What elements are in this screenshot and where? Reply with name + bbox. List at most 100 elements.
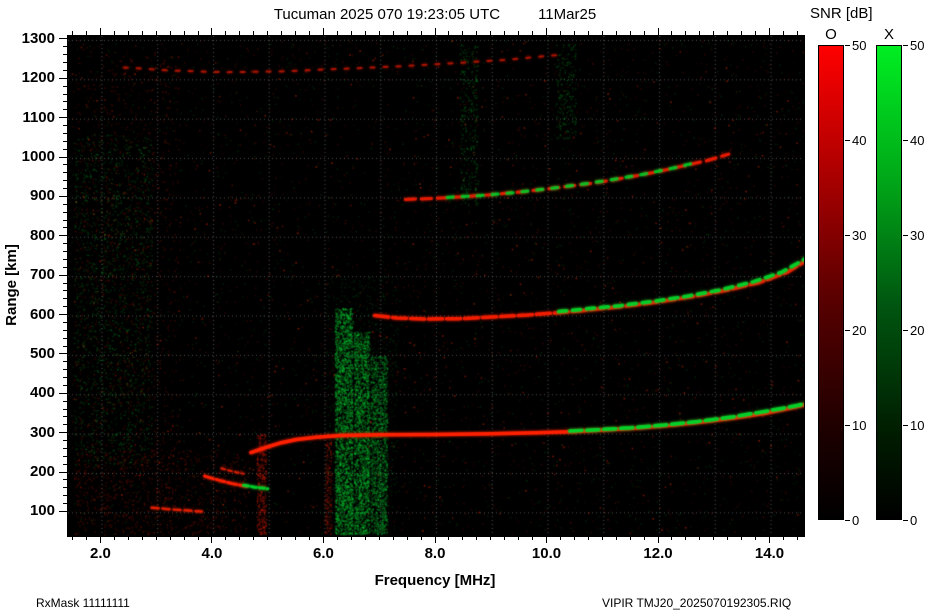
x-minor-tick-top xyxy=(615,31,617,35)
x-tick-label: 2.0 xyxy=(90,545,111,562)
x-minor-tick-top xyxy=(490,31,492,35)
y-tick-label: 200 xyxy=(29,463,55,480)
x-minor-tick-top xyxy=(155,31,157,35)
x-mode-colorbar xyxy=(876,45,902,520)
x-minor-tick-top xyxy=(504,31,506,35)
x-minor-tick xyxy=(727,536,729,540)
x-minor-tick-top xyxy=(782,31,784,35)
y-major-tick xyxy=(59,314,67,316)
x-colorbar-tick-label: 20 xyxy=(910,323,925,338)
x-colorbar-tick xyxy=(903,234,908,236)
x-minor-tick xyxy=(490,536,492,540)
x-minor-tick xyxy=(546,536,547,540)
x-minor-tick xyxy=(364,536,366,540)
y-minor-tick xyxy=(63,321,67,323)
rxmask-text: RxMask 11111111 xyxy=(36,596,130,610)
x-minor-tick xyxy=(155,536,157,540)
y-minor-tick xyxy=(63,203,67,205)
y-minor-tick xyxy=(63,479,67,481)
y-major-tick xyxy=(59,392,67,394)
y-minor-tick xyxy=(63,298,67,300)
o-colorbar-tick-label: 30 xyxy=(852,228,867,243)
x-minor-tick xyxy=(267,536,269,540)
x-minor-tick-top xyxy=(225,31,227,35)
x-minor-tick-top xyxy=(239,31,241,35)
o-colorbar-tick xyxy=(845,139,850,141)
y-minor-tick xyxy=(63,109,67,111)
y-minor-tick xyxy=(63,93,67,95)
x-minor-tick xyxy=(699,536,701,540)
y-minor-tick xyxy=(63,455,67,457)
y-tick-label: 700 xyxy=(29,266,55,284)
x-minor-tick xyxy=(518,536,520,540)
y-minor-tick xyxy=(63,172,67,174)
x-minor-tick-top xyxy=(587,31,589,35)
x-minor-tick-top xyxy=(699,31,701,35)
x-minor-tick-top xyxy=(309,31,311,35)
y-tick-label: 900 xyxy=(29,187,55,205)
o-colorbar-tick-label: 20 xyxy=(852,323,867,338)
y-minor-tick xyxy=(63,140,67,142)
x-minor-tick-top xyxy=(169,31,171,35)
x-minor-tick xyxy=(476,536,478,540)
x-minor-tick-top xyxy=(601,31,603,35)
x-minor-tick-top xyxy=(267,31,269,35)
x-colorbar-tick-label: 10 xyxy=(910,418,925,433)
y-minor-tick xyxy=(63,345,67,347)
x-minor-tick-top xyxy=(350,31,352,35)
y-minor-tick xyxy=(63,447,67,449)
x-minor-tick-top xyxy=(322,31,324,35)
x-minor-tick xyxy=(253,536,255,540)
file-name-text: VIPIR TMJ20_2025070192305.RIQ xyxy=(602,596,792,610)
x-minor-tick xyxy=(657,536,659,540)
o-colorbar-tick-label: 10 xyxy=(852,418,867,433)
y-minor-tick xyxy=(63,227,67,229)
x-minor-tick-top xyxy=(546,31,547,35)
x-tick-label: 4.0 xyxy=(201,545,223,562)
y-tick-label: 1200 xyxy=(21,69,55,87)
y-tick-label: 1100 xyxy=(22,108,55,126)
y-minor-tick xyxy=(63,361,67,363)
y-tick-label: 1300 xyxy=(21,29,55,47)
y-tick-label: 300 xyxy=(29,423,55,441)
y-major-tick xyxy=(59,274,67,276)
x-minor-tick xyxy=(183,536,185,540)
x-minor-tick-top xyxy=(476,31,478,35)
y-minor-tick xyxy=(63,306,67,308)
x-minor-tick-top xyxy=(378,31,380,35)
x-colorbar-tick xyxy=(903,329,908,331)
x-minor-tick xyxy=(378,536,380,540)
y-minor-tick xyxy=(63,188,67,190)
y-minor-tick xyxy=(63,400,67,402)
x-minor-tick-top xyxy=(713,31,715,35)
x-minor-tick-top xyxy=(671,31,673,35)
x-minor-tick xyxy=(755,536,757,540)
o-colorbar-tick xyxy=(845,519,850,521)
y-minor-tick xyxy=(63,503,67,504)
y-minor-tick xyxy=(63,282,67,284)
y-minor-tick xyxy=(63,290,67,292)
y-minor-tick xyxy=(63,243,67,245)
y-minor-tick xyxy=(63,384,67,386)
x-minor-tick-top xyxy=(769,31,771,35)
x-minor-tick-top xyxy=(448,31,450,35)
y-minor-tick xyxy=(63,46,67,48)
y-major-tick xyxy=(59,432,67,434)
o-colorbar-tick xyxy=(845,44,850,46)
x-minor-tick xyxy=(281,536,283,540)
x-minor-tick xyxy=(225,536,227,540)
x-minor-tick xyxy=(336,536,338,540)
x-minor-tick-top xyxy=(295,31,297,35)
y-tick-label: 1000 xyxy=(21,148,55,166)
x-minor-tick-top xyxy=(685,31,687,35)
y-minor-tick xyxy=(63,408,67,410)
x-minor-tick-top xyxy=(462,31,464,35)
y-minor-tick xyxy=(63,487,67,489)
y-major-tick xyxy=(59,195,67,197)
x-minor-tick xyxy=(448,536,450,540)
x-colorbar-tick xyxy=(903,519,908,521)
o-colorbar-tick xyxy=(845,234,850,236)
y-tick-label: 600 xyxy=(29,305,55,323)
x-minor-tick xyxy=(309,536,311,540)
